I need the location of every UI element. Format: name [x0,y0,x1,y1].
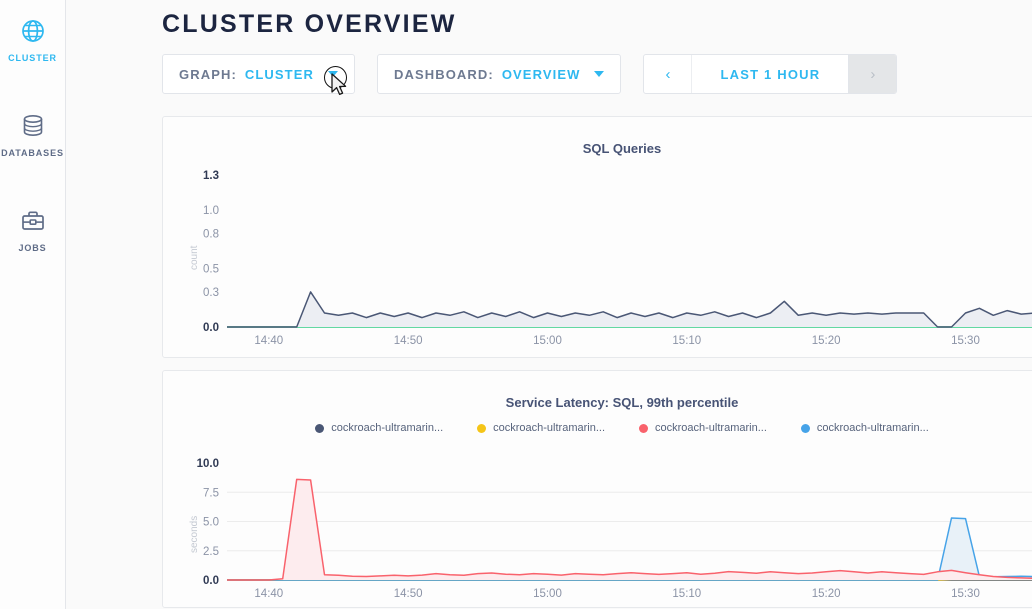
dashboard-dropdown-label: DASHBOARD: [393,66,494,82]
x-axis-tick-label: 14:50 [394,588,423,600]
x-axis-tick-label: 14:40 [254,335,283,347]
graph-dropdown-label: GRAPH: [179,66,237,82]
globe-icon [20,14,46,48]
y-axis-label: count [189,245,200,270]
chart-card-service-latency: Service Latency: SQL, 99th percentile ! … [162,370,1032,608]
sidebar-item-jobs[interactable]: JOBS [0,196,66,263]
x-axis-tick-label: 15:20 [812,335,841,347]
x-axis-tick-label: 15:10 [672,588,701,600]
x-axis-tick-label: 15:00 [533,588,562,600]
legend-color-dot [639,423,648,433]
timerange-selector: ‹ LAST 1 HOUR › [643,54,898,94]
y-axis-tick-label: 10.0 [197,458,219,470]
sidebar-item-label-jobs: JOBS [18,243,47,253]
y-axis-tick-label: 0.0 [203,322,219,334]
legend-item[interactable]: cockroach-ultramarin... [315,422,443,434]
legend-item[interactable]: cockroach-ultramarin... [639,422,767,434]
chart-title-sql-queries: SQL Queries [582,141,662,156]
graph-dropdown[interactable]: GRAPH: CLUSTER [162,54,355,94]
series-area [227,518,1032,580]
timerange-next-button: › [848,55,897,93]
x-axis-tick-label: 15:00 [533,335,562,347]
legend-item[interactable]: cockroach-ultramarin... [800,422,929,434]
chart-card-sql-queries: SQL Queries ! 1.31.00.80.50.30.014:4014:… [162,116,1032,358]
graph-dropdown-value: CLUSTER [244,66,314,82]
x-axis-tick-label: 15:30 [951,588,980,600]
y-axis-tick-label: 1.0 [203,205,219,217]
y-axis-tick-label: 2.5 [203,546,219,558]
page-title: CLUSTER OVERVIEW [162,10,457,38]
legend-item[interactable]: cockroach-ultramarin... [477,422,605,434]
legend-label: cockroach-ultramarin... [655,422,767,434]
chart-svg: 10.0 7.5 5.0 2.5 0.0 14:40 14:50 15:00 15:10 15:2… [197,458,1032,600]
x-axis-tick-label: 15:10 [672,335,701,347]
main-content: CLUSTER OVERVIEW GRAPH: CLUSTER DASHBOAR… [66,0,1032,609]
x-axis-tick-label: 14:40 [254,588,283,600]
sidebar-item-label-cluster: CLUSTER [8,53,57,63]
chart-legend: cockroach-ultramarin... cockroach-ultrama… [163,422,1032,434]
chart-plot-sql-queries: 1.3 1.0 0.8 0.5 0.3 0.0 14:40 14:50 15:00 15:10 15… [163,165,1032,355]
sidebar-item-label-databases: DATABASES [1,148,64,158]
legend-label: cockroach-ultramarin... [816,422,929,434]
sidebar-item-cluster[interactable]: CLUSTER [0,6,66,73]
y-axis-label: seconds [189,515,200,553]
y-axis-tick-label: 5.0 [203,517,219,529]
y-axis-tick-label: 1.3 [203,170,219,182]
y-axis-tick-label: 0.0 [203,575,219,587]
series-area [227,291,1032,327]
x-axis-tick-label: 14:50 [394,335,423,347]
legend-label: cockroach-ultramarin... [331,422,444,434]
series-area [227,479,1032,580]
database-icon [21,109,45,143]
dashboard-dropdown-value: OVERVIEW [501,66,581,82]
y-axis-tick-label: 0.3 [203,287,219,299]
x-axis-tick-label: 15:30 [951,335,980,347]
timerange-prev-button[interactable]: ‹ [644,55,693,93]
briefcase-icon [20,204,46,238]
chart-title-service-latency: Service Latency: SQL, 99th percentile [505,395,739,410]
legend-color-dot [315,423,325,433]
legend-color-dot [477,423,487,433]
y-axis-tick-label: 0.5 [203,264,219,276]
chart-svg: 1.3 1.0 0.8 0.5 0.3 0.0 14:40 14:50 15:00 15:10 15… [203,170,1032,347]
series-line [227,517,1032,581]
dashboard-dropdown[interactable]: DASHBOARD: OVERVIEW [376,54,622,94]
chart-plot-service-latency: 10.0 7.5 5.0 2.5 0.0 14:40 14:50 15:00 15:10 15:2… [163,453,1032,608]
sidebar: CLUSTER DATABASES [0,0,66,609]
sidebar-item-databases[interactable]: DATABASES [0,101,66,168]
legend-color-dot [800,423,810,433]
chevron-down-icon[interactable] [594,71,605,77]
y-axis-tick-label: 0.8 [203,228,219,240]
y-axis-tick-label: 7.5 [203,487,219,499]
chevron-down-icon[interactable] [327,71,338,77]
x-axis-tick-label: 15:20 [812,588,841,600]
timerange-label[interactable]: LAST 1 HOUR [720,66,821,82]
series-line [227,478,1032,581]
series-line [227,291,1032,328]
toolbar: GRAPH: CLUSTER DASHBOARD: OVERVIEW ‹ LAS… [162,54,1032,94]
legend-label: cockroach-ultramarin... [493,422,605,434]
